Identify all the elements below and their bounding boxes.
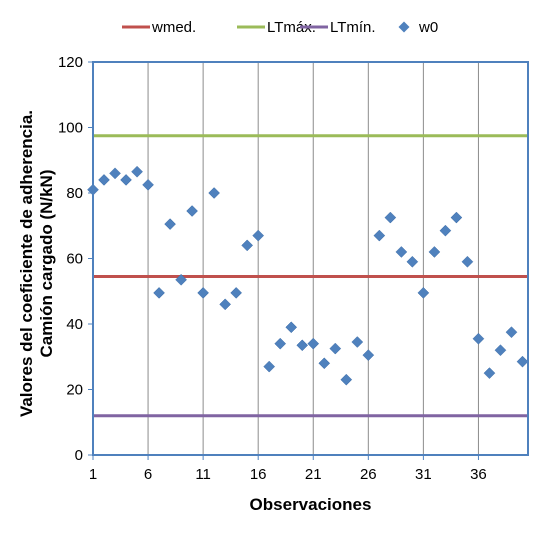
w0-point <box>263 360 276 373</box>
w0-point <box>505 326 518 339</box>
w0-point <box>395 246 408 258</box>
x-tick-label: 26 <box>360 466 377 483</box>
w0-point <box>439 224 452 237</box>
y-tick-label: 0 <box>75 447 83 464</box>
y-axis-ticks: 0 20 40 60 80 100 120 <box>58 54 93 464</box>
legend-label: w0 <box>418 19 438 36</box>
w0-point <box>351 336 364 348</box>
y-axis-title-line: Camión cargado (N/kN) <box>37 170 56 358</box>
w0-point <box>197 287 209 299</box>
w0-point <box>318 357 331 370</box>
w0-point <box>219 298 232 311</box>
w0-point <box>208 187 220 199</box>
x-tick-label: 16 <box>250 466 267 483</box>
w0-point <box>230 287 243 299</box>
legend: wmed. LTmáx. LTmín. w0 <box>122 19 438 36</box>
w0-point <box>373 229 386 242</box>
w0-point <box>461 255 474 268</box>
y-tick-label: 80 <box>66 185 83 202</box>
w0-point <box>120 174 132 186</box>
reference-lines <box>93 134 528 418</box>
x-tick-label: 21 <box>305 466 322 483</box>
w0-point <box>274 337 287 350</box>
w0-point <box>417 287 430 299</box>
x-tick-label: 1 <box>89 466 97 483</box>
w0-point <box>362 349 375 361</box>
x-axis-title: Observaciones <box>250 495 372 514</box>
w0-point <box>186 205 198 217</box>
w0-point <box>516 355 529 368</box>
w0-point <box>131 165 143 178</box>
w0-point <box>329 342 342 355</box>
w0-point <box>241 239 254 252</box>
w0-point <box>153 287 165 299</box>
legend-label: LTmáx. <box>267 19 316 36</box>
w0-point <box>384 211 397 224</box>
x-axis-ticks: 1 6 11 16 21 26 31 36 <box>89 455 487 483</box>
y-tick-label: 20 <box>66 382 83 399</box>
w0-point <box>406 255 419 268</box>
legend-label: LTmín. <box>330 19 376 36</box>
w0-point <box>142 178 154 191</box>
w0-point <box>175 273 187 286</box>
y-tick-label: 40 <box>66 316 83 333</box>
y-tick-label: 100 <box>58 120 83 137</box>
plot-area-border <box>92 61 529 456</box>
w0-point <box>428 246 441 258</box>
legend-swatch <box>398 21 410 33</box>
x-tick-label: 31 <box>415 466 432 483</box>
w0-point <box>307 337 320 350</box>
w0-point <box>252 229 265 242</box>
w0-point <box>494 344 507 357</box>
x-tick-label: 6 <box>144 466 152 483</box>
w0-point <box>450 211 463 224</box>
w0-points <box>87 165 529 386</box>
gridlines <box>147 62 479 455</box>
y-tick-label: 60 <box>66 251 83 268</box>
w0-point <box>472 332 485 345</box>
w0-point <box>285 321 298 334</box>
w0-point <box>340 373 353 386</box>
w0-point <box>98 174 110 186</box>
legend-label: wmed. <box>151 19 196 36</box>
w0-point <box>109 167 121 180</box>
y-tick-label: 120 <box>58 54 83 71</box>
y-axis-title-line: Valores del coeficiente de adherencia. <box>17 110 36 417</box>
w0-point <box>296 339 309 352</box>
w0-point <box>164 218 176 230</box>
w0-point <box>483 367 496 379</box>
y-axis-title: Valores del coeficiente de adherencia.Ca… <box>17 110 56 417</box>
x-tick-label: 11 <box>195 466 211 483</box>
x-tick-label: 36 <box>470 466 487 483</box>
